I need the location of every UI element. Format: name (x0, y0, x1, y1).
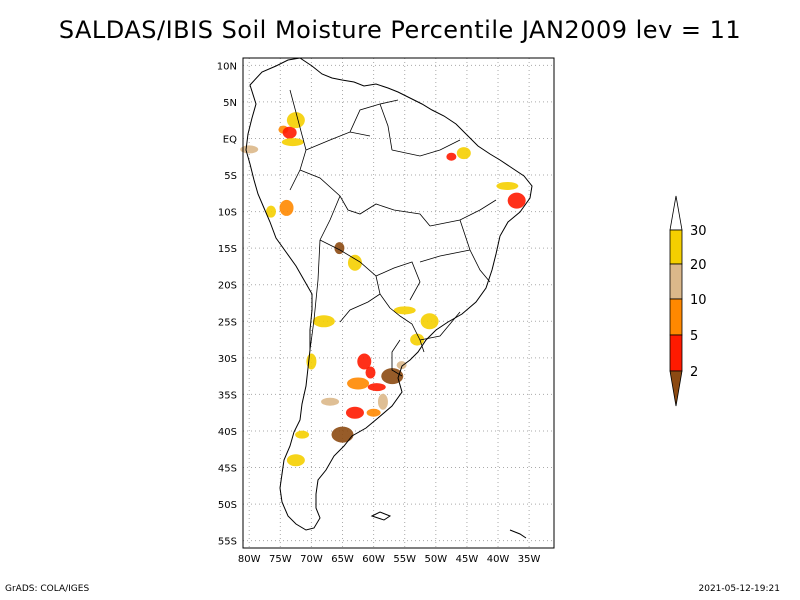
south-america-coastline (245, 57, 533, 531)
map-gridlines (243, 58, 554, 548)
color-legend: 30 20 10 5 2 (669, 195, 707, 407)
islands (370, 511, 527, 539)
coastline (245, 57, 533, 539)
lat-tick-label: 5N (223, 98, 237, 109)
lat-tick-label: 15S (218, 244, 237, 255)
legend-label-5: 5 (690, 329, 698, 344)
dry-anomaly-patch (321, 397, 340, 406)
legend-bin-below-2 (669, 370, 683, 407)
lon-tick-label: 55W (393, 554, 416, 565)
legend-bin-2-5 (669, 334, 683, 372)
lat-tick-label: 30S (218, 354, 237, 365)
lon-tick-label: 50W (425, 554, 448, 565)
dry-anomaly-patch (496, 181, 519, 190)
lon-tick-label: 80W (238, 554, 261, 565)
lat-tick-label: 50S (218, 500, 237, 511)
dry-anomaly-patch (282, 126, 297, 139)
dry-anomaly-patch (312, 315, 335, 328)
dry-anomaly-patch (347, 377, 370, 390)
lon-tick-label: 70W (300, 554, 323, 565)
lon-tick-label: 65W (331, 554, 354, 565)
dry-anomaly-patch (286, 112, 305, 129)
lat-tick-label: 25S (218, 317, 237, 328)
longitude-tick-labels: 80W 75W 70W 65W 60W 55W 50W 45W 40W 35W (238, 554, 541, 565)
lon-tick-label: 60W (362, 554, 385, 565)
dry-anomaly-patch (286, 454, 305, 467)
lon-tick-label: 75W (269, 554, 292, 565)
legend-bin-5-10 (669, 298, 683, 336)
lat-tick-label: 10S (218, 208, 237, 219)
map-frame (242, 57, 555, 549)
country-borders (289, 89, 497, 377)
lat-tick-label: 45S (218, 464, 237, 475)
dry-anomaly-patch (420, 313, 439, 330)
dry-anomaly-patch (446, 152, 457, 161)
lat-tick-label: 35S (218, 390, 237, 401)
dry-anomaly-patch (279, 199, 294, 216)
lon-tick-label: 40W (487, 554, 510, 565)
footer-credit: GrADS: COLA/IGES (5, 584, 90, 594)
dry-anomaly-patch (367, 383, 386, 392)
dry-anomaly-patch (331, 426, 354, 443)
lon-tick-label: 45W (456, 554, 479, 565)
dry-anomaly-patch (295, 430, 310, 439)
legend-label-10: 10 (690, 293, 707, 308)
dry-anomaly-patch (396, 361, 407, 370)
dry-anomaly-patch (365, 366, 376, 379)
dry-anomaly-patch (281, 138, 304, 147)
lat-tick-label: 20S (218, 281, 237, 292)
dry-anomaly-patch (345, 406, 364, 419)
map-title: SALDAS/IBIS Soil Moisture Percentile JAN… (58, 16, 742, 44)
dry-anomaly-patch (357, 353, 372, 370)
legend-label-20: 20 (690, 258, 707, 273)
dry-anomaly-patch (347, 254, 362, 271)
dry-anomaly-patch (366, 408, 381, 417)
lat-tick-label: EQ (223, 134, 237, 145)
legend-label-30: 30 (690, 224, 707, 239)
legend-bin-20-30 (669, 229, 683, 265)
legend-bin-10-20 (669, 263, 683, 300)
lat-tick-label: 10N (217, 61, 237, 72)
footer-timestamp: 2021-05-12-19:21 (698, 584, 781, 594)
legend-bin-above-30 (669, 195, 683, 231)
soil-moisture-field (240, 112, 526, 467)
dry-anomaly-patch (507, 192, 526, 209)
lat-tick-label: 40S (218, 427, 237, 438)
dry-anomaly-patch (393, 306, 416, 315)
lat-tick-label: 55S (218, 537, 237, 548)
dry-anomaly-patch (265, 205, 276, 218)
lat-tick-label: 5S (224, 171, 237, 182)
dry-anomaly-patch (381, 368, 404, 385)
latitude-tick-labels: 10N 5N EQ 5S 10S 15S 20S 25S 30S 35S 40S 45S 50S 55S (217, 61, 237, 547)
lon-tick-label: 35W (518, 554, 541, 565)
dry-anomaly-patch (456, 147, 471, 160)
dry-anomaly-patch (377, 393, 388, 410)
legend-label-2: 2 (690, 365, 698, 380)
dry-anomaly-patch (240, 145, 259, 154)
